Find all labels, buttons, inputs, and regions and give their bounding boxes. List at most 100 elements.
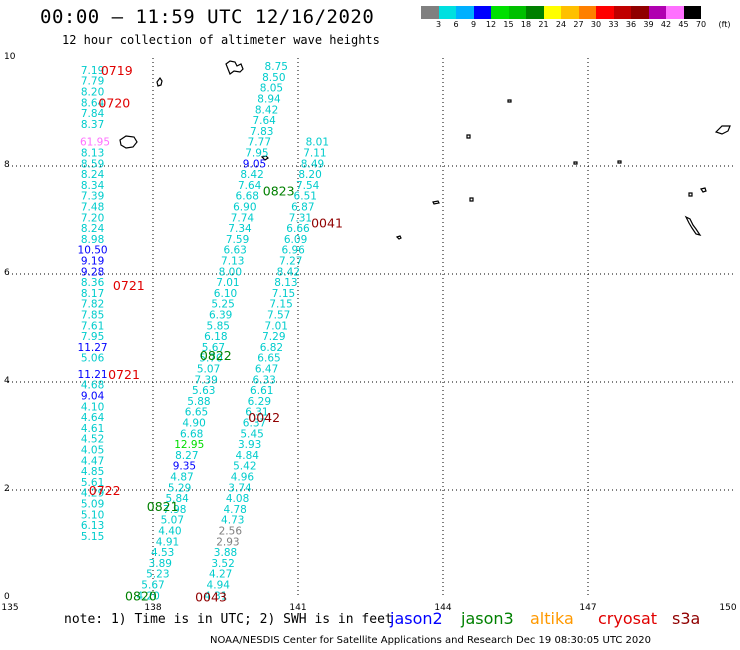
swh-value: 4.87: [170, 472, 193, 484]
swh-value: 4.94: [207, 580, 231, 592]
swh-value: 8.13: [274, 277, 297, 289]
colorbar-label: 70: [695, 20, 707, 29]
swh-value: 6.09: [284, 234, 307, 246]
swh-value: 5.06: [81, 353, 105, 365]
colorbar-label: 18: [520, 20, 532, 29]
colorbar-swatch: [456, 6, 474, 19]
colorbar-label: 9: [470, 20, 477, 29]
swh-value: 7.82: [81, 299, 104, 311]
swh-value: 7.15: [272, 288, 295, 300]
swh-value: 8.01: [306, 137, 329, 149]
swh-value: 7.59: [226, 234, 249, 246]
swh-value: 5.07: [197, 364, 220, 376]
swh-value: 6.63: [223, 245, 246, 257]
swh-value: 9.28: [81, 266, 104, 278]
colorbar-label: 36: [625, 20, 637, 29]
colorbar-swatch: [561, 6, 579, 19]
land-outline: [507, 99, 512, 103]
colorbar-swatch: [508, 6, 526, 19]
swh-value: 9.35: [173, 461, 196, 473]
swh-value: 8.37: [81, 119, 104, 131]
x-tick-label: 135: [1, 603, 19, 613]
swh-value: 7.85: [81, 310, 104, 322]
swh-value: 4.10: [81, 401, 104, 413]
legend-jason3: jason3: [461, 609, 514, 628]
swh-value: 5.09: [81, 499, 104, 511]
swh-value: 4.64: [81, 412, 105, 424]
colorbar-label: 24: [555, 20, 567, 29]
colorbar-swatch: [596, 6, 614, 19]
swh-value: 8.64: [81, 97, 105, 109]
swh-value: 6.31: [245, 407, 268, 419]
swh-value: 8.17: [81, 288, 104, 300]
swh-value: 4.40: [158, 526, 181, 538]
swh-value: 5.85: [207, 320, 230, 332]
swh-value: 5.61: [81, 477, 104, 489]
swh-value: 6.68: [236, 191, 259, 203]
swh-value: 7.39: [194, 374, 217, 386]
land-outline: [573, 161, 578, 165]
time-label: 0041: [311, 216, 343, 231]
swh-value: 5.45: [240, 428, 263, 440]
colorbar-label: 45: [678, 20, 689, 29]
page-subtitle: 12 hour collection of altimeter wave hei…: [62, 33, 380, 47]
colorbar-label: 21: [538, 20, 549, 29]
colorbar-label: 42: [660, 20, 672, 29]
colorbar-swatch: [543, 6, 561, 19]
land-outline: [432, 200, 440, 205]
x-tick-label: 147: [579, 603, 597, 613]
colorbar-label: 27: [573, 20, 584, 29]
land-outline: [119, 135, 138, 149]
time-label: 0821: [147, 499, 179, 514]
swh-value: 4.31: [204, 590, 227, 602]
swh-value: 7.95: [81, 331, 104, 343]
colorbar-swatch: [613, 6, 631, 19]
footer-note: note: 1) Time is in UTC; 2) SWH is in fe…: [64, 612, 393, 627]
swh-value: 8.42: [255, 104, 278, 116]
swh-value: 7.27: [279, 256, 302, 268]
swh-value: 6.51: [294, 191, 317, 203]
land-outline: [700, 187, 707, 193]
swh-value: 8.50: [262, 72, 285, 84]
swh-value: 8.36: [81, 277, 105, 289]
swh-value: 9.05: [243, 158, 266, 170]
colorbar-swatch: [526, 6, 544, 19]
swh-value: 4.84: [236, 450, 260, 462]
swh-value: 11.27: [78, 342, 108, 354]
swh-value: 3.93: [238, 439, 261, 451]
swh-value: 6.65: [257, 353, 280, 365]
swh-value: 6.96: [281, 245, 305, 257]
time-label: 0721: [108, 367, 140, 382]
swh-value: 7.01: [265, 320, 288, 332]
swh-value: 8.00: [219, 266, 242, 278]
time-label: 0721: [113, 278, 145, 293]
swh-value: 6.39: [209, 310, 232, 322]
swh-value: 4.53: [151, 547, 174, 559]
swh-value: 6.18: [204, 331, 227, 343]
swh-value: 7.13: [221, 256, 244, 268]
land-outline: [688, 192, 693, 197]
page-title: 00:00 – 11:59 UTC 12/16/2020: [40, 6, 375, 28]
swh-value: 12.95: [174, 439, 204, 451]
swh-value: 5.70: [199, 353, 222, 365]
swh-value: 9.19: [81, 256, 104, 268]
swh-value: 8.94: [257, 94, 281, 106]
colorbar-label: 30: [590, 20, 602, 29]
swh-value: 4.05: [81, 445, 104, 457]
swh-value: 6.68: [180, 428, 203, 440]
land-outline: [156, 76, 163, 87]
swh-value: 6.29: [248, 396, 271, 408]
colorbar-swatch: [648, 6, 666, 19]
swh-value: 7.15: [269, 299, 292, 311]
swh-value: 8.42: [277, 266, 300, 278]
swh-value: 5.23: [146, 569, 169, 581]
land-outline: [684, 215, 702, 236]
colorbar-swatch: [631, 6, 649, 19]
footer-credit: NOAA/NESDIS Center for Satellite Applica…: [210, 635, 652, 646]
swh-value: 4.91: [156, 536, 179, 548]
swh-value: 8.27: [175, 450, 198, 462]
swh-value: 5.84: [165, 493, 189, 505]
colorbar-label: 6: [453, 20, 459, 29]
swh-value: 5.88: [187, 396, 210, 408]
